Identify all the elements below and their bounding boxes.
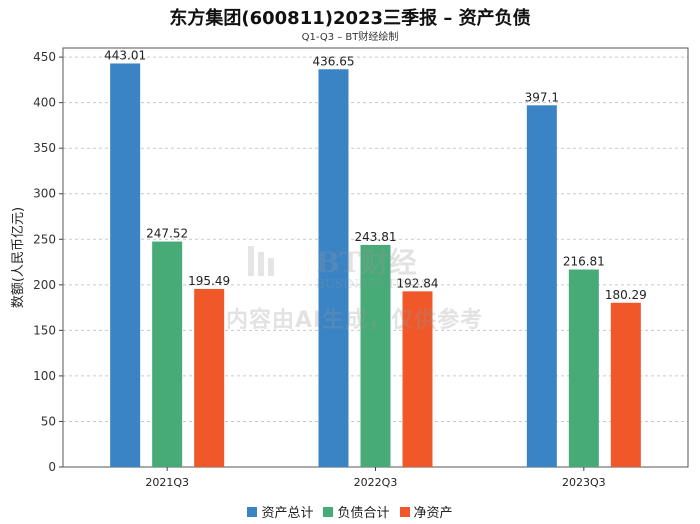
legend-label-net-assets: 净资产 [413,506,453,521]
data-label: 436.65 [313,54,355,68]
x-tick-label: 2022Q3 [354,476,398,489]
legend-swatch-assets [247,506,258,517]
y-tick-label: 100 [33,369,56,383]
legend-item-net-assets: 净资产 [399,502,453,521]
legend-swatch-liabilities [323,506,334,517]
bar [402,291,433,467]
chart-subtitle: Q1-Q3 – BT财经绘制 [301,32,399,43]
legend-label-assets: 资产总计 [261,506,314,521]
data-label: 192.84 [397,276,439,290]
legend-item-liabilities: 负债合计 [323,502,390,521]
watermark-logo-sub: BUSINESS TIMES [316,277,429,291]
data-label: 180.29 [605,288,647,302]
y-tick-label: 50 [41,414,56,428]
data-label: 443.01 [104,48,146,62]
bar [194,288,225,467]
watermark-notice: 内容由AI生成，仅供参考 [226,308,484,333]
watermark-logo: BT财经 BUSINESS TIMES [248,246,429,291]
y-tick-label: 150 [33,323,56,337]
legend-swatch-net-assets [399,506,410,517]
watermark-logo-text: BT财经 [316,246,417,279]
legend: 资产总计 负债合计 净资产 [0,502,700,521]
bar [568,269,599,467]
y-tick-label: 350 [33,141,56,155]
bar [360,244,391,467]
y-tick-label: 200 [33,278,56,292]
x-tick-label: 2021Q3 [145,476,189,489]
bar [110,63,141,467]
y-tick-label: 250 [33,232,56,246]
x-tick-label: 2023Q3 [562,476,606,489]
y-tick-label: 450 [33,50,56,64]
data-label: 243.81 [355,230,397,244]
y-tick-label: 400 [33,96,56,110]
data-label: 397.1 [525,90,559,104]
bar [152,241,183,467]
bar [318,69,349,468]
chart-svg: 0 50 100 150 200 250 300 350 400 450 数额(人民币亿元) 443.… [11,47,689,489]
bar [526,105,557,467]
bar [610,302,641,467]
data-label: 195.49 [188,274,230,288]
y-axis-label: 数额(人民币亿元) [11,207,26,308]
data-label: 247.52 [146,227,188,241]
legend-label-liabilities: 负债合计 [337,506,390,521]
y-tick-label: 300 [33,187,56,201]
chart-title: 东方集团(600811)2023三季报 – 资产负债 [169,8,531,29]
data-label: 216.81 [563,255,605,269]
legend-item-assets: 资产总计 [247,502,313,521]
y-tick-label: 0 [48,460,56,474]
